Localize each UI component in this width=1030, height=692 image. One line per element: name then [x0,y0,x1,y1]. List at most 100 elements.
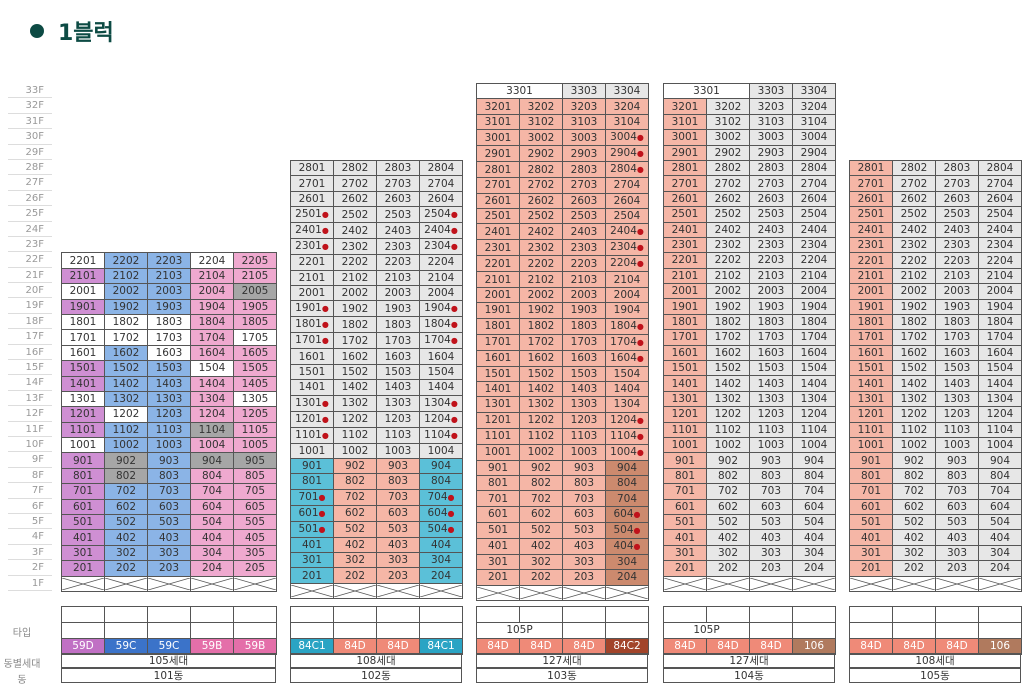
unit-cell[interactable]: 1101 [476,427,520,445]
unit-cell[interactable]: 1301 [663,390,707,408]
unit-cell[interactable]: 901 [849,452,893,469]
unit-cell[interactable]: 1702 [518,333,564,351]
unit-cell[interactable]: 701 [61,483,105,500]
unit-cell[interactable]: 2503 [935,206,979,223]
unit-cell[interactable]: 3101 [663,113,707,131]
unit-cell[interactable]: 2903 [749,144,794,161]
unit-cell[interactable]: 1101 [663,421,707,438]
unit-cell[interactable]: 504 [792,513,837,531]
unit-cell[interactable]: 1901● [290,300,334,318]
unit-cell[interactable]: 703 [749,483,794,500]
unit-cell[interactable]: 1901 [61,298,105,315]
unit-cell[interactable]: 3202 [518,98,564,115]
unit-cell[interactable]: 2503 [749,206,794,223]
unit-cell[interactable]: 1303 [749,390,794,408]
unit-cell[interactable]: 1203 [749,406,794,423]
unit-cell[interactable]: 601 [61,498,105,516]
unit-cell[interactable]: 2003 [147,283,191,300]
unit-cell[interactable]: 902 [104,452,148,469]
unit-cell[interactable]: 1402 [518,380,564,398]
unit-cell[interactable]: 1205 [233,406,277,423]
unit-cell[interactable]: 2004 [605,286,650,304]
unit-cell[interactable]: 1201● [290,410,334,428]
unit-cell[interactable]: 2501 [663,206,707,223]
unit-cell[interactable]: 303 [749,544,794,562]
unit-cell[interactable]: 2501 [849,206,893,223]
unit-cell[interactable]: 702 [104,483,148,500]
unit-cell[interactable]: 2404● [419,222,463,240]
unit-cell[interactable]: 302 [705,544,751,562]
unit-cell[interactable]: 2102 [705,267,751,285]
unit-cell[interactable]: 2203 [935,252,979,269]
unit-cell[interactable]: 1302 [892,390,936,408]
unit-cell[interactable]: 701● [290,488,334,506]
unit-cell[interactable]: 1602 [333,348,377,365]
unit-cell[interactable]: 701 [849,483,893,500]
unit-cell[interactable]: 401 [61,529,105,546]
unit-cell[interactable]: 2604 [419,190,463,208]
unit-cell[interactable]: 2603 [935,190,979,208]
unit-cell[interactable]: 1403 [376,379,420,396]
unit-cell[interactable]: 2401 [476,223,520,241]
unit-cell[interactable]: 2602 [518,192,564,209]
unit-cell[interactable]: 205 [233,560,277,577]
unit-cell[interactable]: 1603 [562,349,607,367]
unit-cell[interactable]: 2404● [605,223,650,241]
unit-cell[interactable]: 2102 [892,267,936,285]
unit-cell[interactable]: 705 [233,483,277,500]
unit-cell[interactable]: 601● [290,504,334,522]
unit-cell[interactable]: 2101 [290,269,334,286]
unit-cell[interactable]: 1505 [233,360,277,377]
unit-cell[interactable]: 603 [749,498,794,515]
unit-cell[interactable]: 303 [562,553,607,571]
building-name[interactable]: 104동 [663,668,835,683]
unit-cell[interactable]: 2504● [419,206,463,224]
unit-cell[interactable]: 2902 [518,145,564,163]
unit-cell[interactable]: 2904● [605,145,650,163]
unit-cell[interactable]: 903 [935,452,979,469]
unit-cell[interactable]: 1902 [333,300,377,318]
unit-cell[interactable]: 1301 [476,396,520,413]
unit-cell[interactable]: 503 [749,513,794,531]
unit-cell[interactable]: 1001 [849,437,893,454]
unit-cell[interactable]: 1202 [333,410,377,428]
unit-cell[interactable]: 2902 [705,144,751,161]
unit-cell[interactable]: 1904 [978,298,1022,315]
unit-cell[interactable]: 1903 [562,302,607,319]
unit-cell[interactable]: 1201 [849,406,893,423]
unit-cell[interactable]: 1104 [978,421,1022,439]
unit-cell[interactable]: 3004 [792,129,837,146]
unit-cell[interactable]: 2001 [476,286,520,304]
unit-cell[interactable]: 1402 [333,379,377,396]
unit-cell[interactable]: 1004● [605,443,650,461]
unit-cell[interactable]: 702 [705,483,751,500]
unit-cell[interactable]: 1702 [104,329,148,346]
unit-cell[interactable]: 1704● [605,333,650,351]
unit-cell[interactable]: 2702 [518,177,564,194]
unit-cell[interactable]: 2302 [892,236,936,254]
unit-cell[interactable]: 602 [104,498,148,516]
unit-cell[interactable]: 601 [663,498,707,515]
unit-cell[interactable]: 1704 [190,329,234,346]
unit-cell[interactable]: 704 [605,490,650,507]
unit-cell[interactable]: 3103 [562,113,607,131]
unit-cell[interactable]: 903 [562,459,607,477]
unit-cell[interactable]: 1703 [376,332,420,350]
unit-cell[interactable]: 1003 [562,443,607,461]
unit-cell[interactable]: 3203 [749,98,794,115]
unit-cell[interactable]: 1603 [749,344,794,362]
unit-cell[interactable]: 1404 [190,375,234,392]
unit-cell[interactable]: 203 [376,567,420,584]
unit-cell[interactable]: 1803 [749,313,794,331]
unit-cell[interactable]: 704 [792,483,837,500]
unit-cell[interactable]: 1403 [562,380,607,398]
unit-cell[interactable]: 804 [978,467,1022,485]
unit-cell[interactable]: 2102 [333,269,377,286]
unit-cell[interactable]: 2602 [333,190,377,208]
unit-cell[interactable]: 901 [476,459,520,477]
unit-cell[interactable]: 2003 [935,283,979,300]
unit-cell[interactable]: 2801 [476,161,520,179]
unit-cell[interactable]: 402 [892,529,936,546]
unit-cell[interactable]: 3303 [562,82,607,100]
unit-cell[interactable]: 803 [749,467,794,485]
